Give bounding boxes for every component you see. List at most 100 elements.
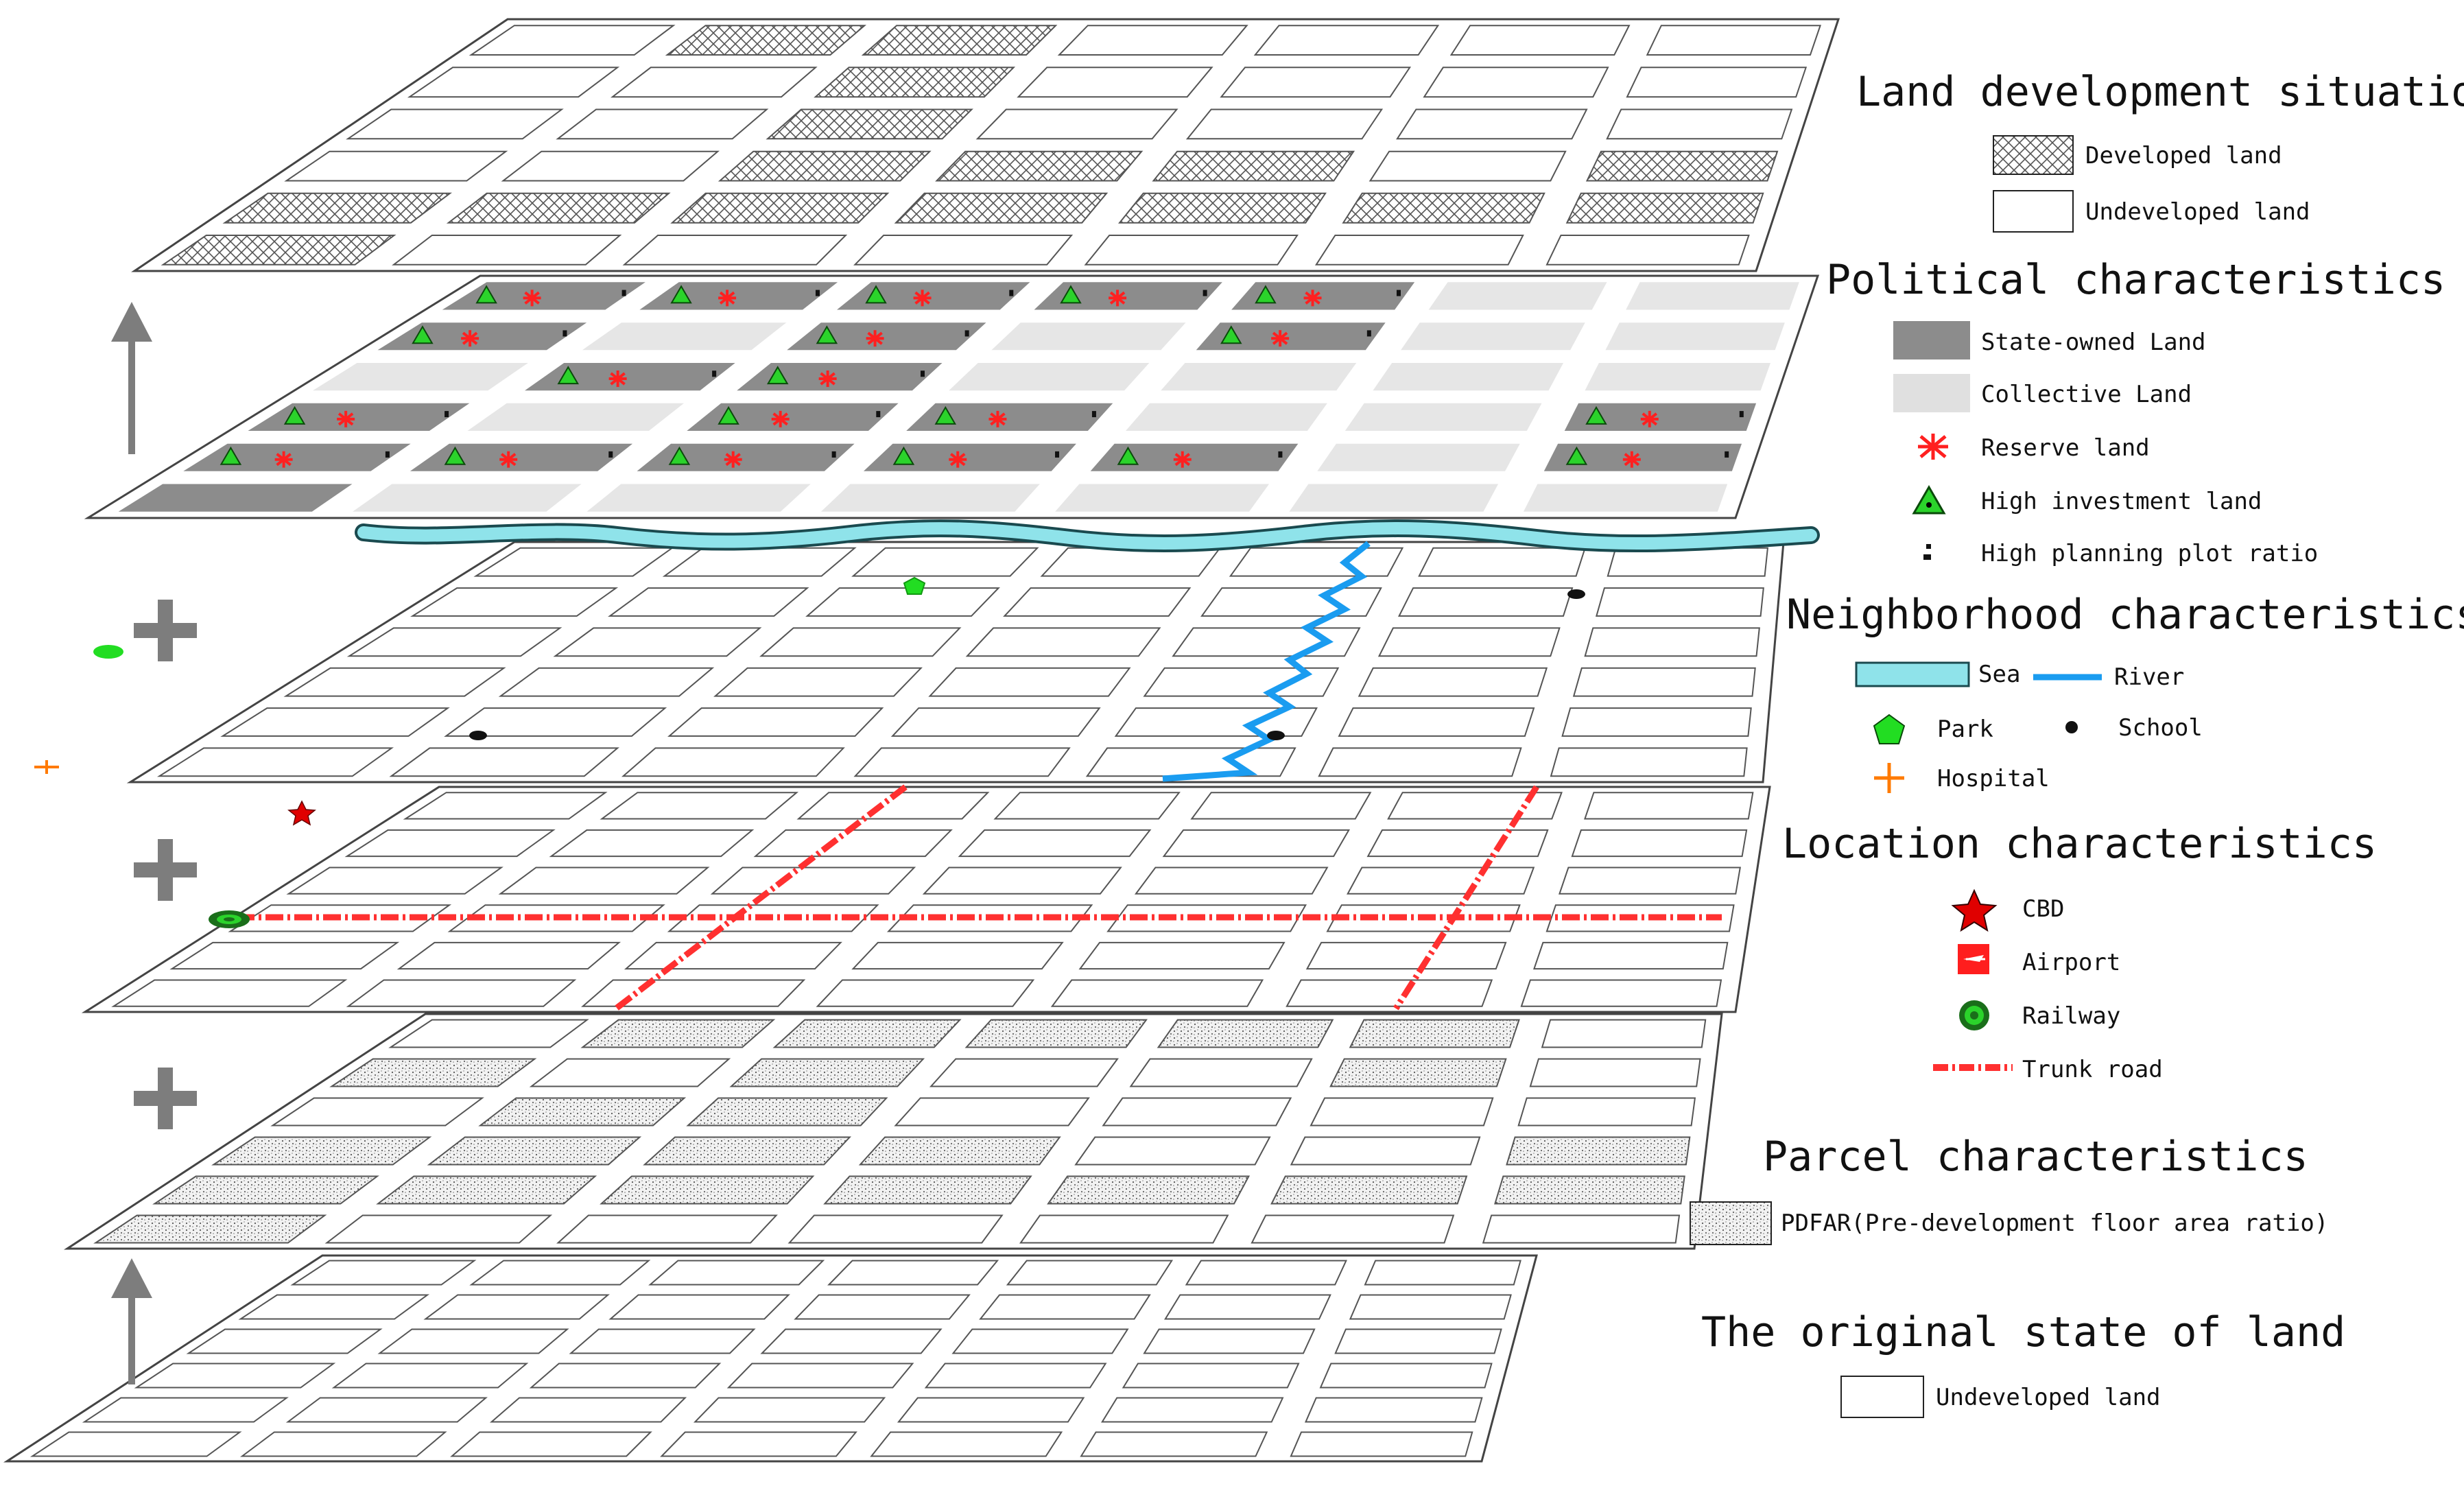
parcel xyxy=(1157,1019,1334,1048)
parcel xyxy=(814,67,1016,98)
high-investment-marker xyxy=(1585,405,1607,425)
parcel xyxy=(1585,150,1779,182)
parcel xyxy=(1646,25,1821,56)
parcel xyxy=(685,402,901,432)
airport-icon xyxy=(1958,944,1989,974)
parcel xyxy=(1185,108,1384,140)
parcel xyxy=(407,443,635,472)
high-ratio-marker xyxy=(712,370,717,377)
legend-trunk-road: Trunk road xyxy=(2022,1056,2163,1083)
parcel xyxy=(1572,667,1756,697)
parcel xyxy=(635,443,857,472)
parcel xyxy=(1162,829,1351,858)
parcel xyxy=(346,108,564,140)
high-ratio-marker xyxy=(445,411,449,418)
legend-undeveloped-land: Undeveloped land xyxy=(2085,198,2310,226)
reserve-land-icon xyxy=(1918,434,1948,460)
parcel xyxy=(827,1260,999,1286)
high-ratio-marker xyxy=(1278,451,1283,458)
parcel xyxy=(427,1136,642,1166)
parcel xyxy=(1047,1175,1251,1205)
layer-location xyxy=(81,786,1771,1013)
parcel xyxy=(853,747,1071,777)
parcel xyxy=(580,1019,776,1048)
high-investment-marker xyxy=(444,446,466,465)
parcel xyxy=(660,1431,857,1457)
parcel xyxy=(928,667,1131,697)
parcel xyxy=(446,192,671,224)
parcel xyxy=(549,829,755,858)
parcel xyxy=(1220,67,1412,98)
parcel xyxy=(284,150,508,182)
hospital-marker xyxy=(34,760,59,774)
parcel xyxy=(1366,829,1549,858)
parcel xyxy=(286,867,504,895)
reserve-land-marker xyxy=(724,451,742,468)
parcel xyxy=(1364,1260,1521,1286)
reserve-land-marker xyxy=(1622,451,1641,468)
parcel xyxy=(870,1431,1063,1457)
parcel xyxy=(1342,192,1545,224)
parcel xyxy=(964,1019,1148,1048)
parcel xyxy=(1129,1058,1313,1087)
parcel xyxy=(186,1328,383,1354)
legend-reserve-land: Reserve land xyxy=(1981,434,2150,462)
high-investment-marker xyxy=(475,285,497,304)
high-ratio-marker xyxy=(1396,290,1401,296)
arrow-up xyxy=(111,302,152,454)
parcel xyxy=(82,1397,289,1423)
parcel xyxy=(1418,547,1587,577)
developed-land-swatch xyxy=(1993,135,2074,175)
parcel xyxy=(290,1260,477,1286)
state-owned-swatch xyxy=(1893,321,1970,359)
parcel xyxy=(1482,1214,1681,1244)
parcel xyxy=(897,1397,1085,1423)
parcel xyxy=(239,1431,447,1457)
parcel xyxy=(331,1363,529,1389)
reserve-land-marker xyxy=(608,370,627,388)
parcel xyxy=(238,1294,430,1320)
layer-neighborhood xyxy=(126,541,1785,783)
parcel xyxy=(600,1175,815,1205)
school-icon xyxy=(2065,721,2078,733)
parcel xyxy=(396,941,621,970)
parcel xyxy=(753,829,953,858)
parcel xyxy=(1286,979,1493,1007)
legend-high-ratio: High planning plot ratio xyxy=(1981,540,2318,567)
parcel xyxy=(1251,1214,1455,1244)
parcel xyxy=(835,281,1032,311)
parcel xyxy=(465,402,686,432)
parcel xyxy=(1057,25,1248,56)
parcel xyxy=(1118,192,1327,224)
parcel xyxy=(584,483,813,512)
hospital-icon xyxy=(1874,763,1904,793)
parcel xyxy=(1190,792,1372,820)
parcel xyxy=(1624,281,1801,311)
parcel xyxy=(667,707,884,737)
parcel xyxy=(947,362,1151,392)
parcel xyxy=(759,627,962,657)
parcel xyxy=(670,192,890,224)
parcel xyxy=(1143,1328,1316,1354)
parcel xyxy=(1003,587,1192,617)
parcel xyxy=(861,25,1058,56)
high-investment-marker xyxy=(283,405,306,425)
parcel xyxy=(1019,1214,1229,1244)
parcel xyxy=(1152,150,1355,182)
parcel xyxy=(529,1058,731,1087)
parcel xyxy=(569,1328,756,1354)
parcel xyxy=(116,483,355,512)
legend-developed-land: Developed land xyxy=(2085,142,2282,169)
parcel xyxy=(1543,443,1743,472)
layer-original xyxy=(3,1254,1538,1463)
parcel xyxy=(1541,1019,1707,1048)
parcel xyxy=(1134,867,1329,895)
parcel xyxy=(665,25,867,56)
parcel xyxy=(1343,402,1543,432)
parcel xyxy=(993,792,1181,820)
high-ratio-marker xyxy=(815,290,820,296)
parcel xyxy=(403,792,608,820)
parcel xyxy=(469,25,676,56)
parcel xyxy=(1106,904,1307,932)
parcel xyxy=(890,707,1101,737)
